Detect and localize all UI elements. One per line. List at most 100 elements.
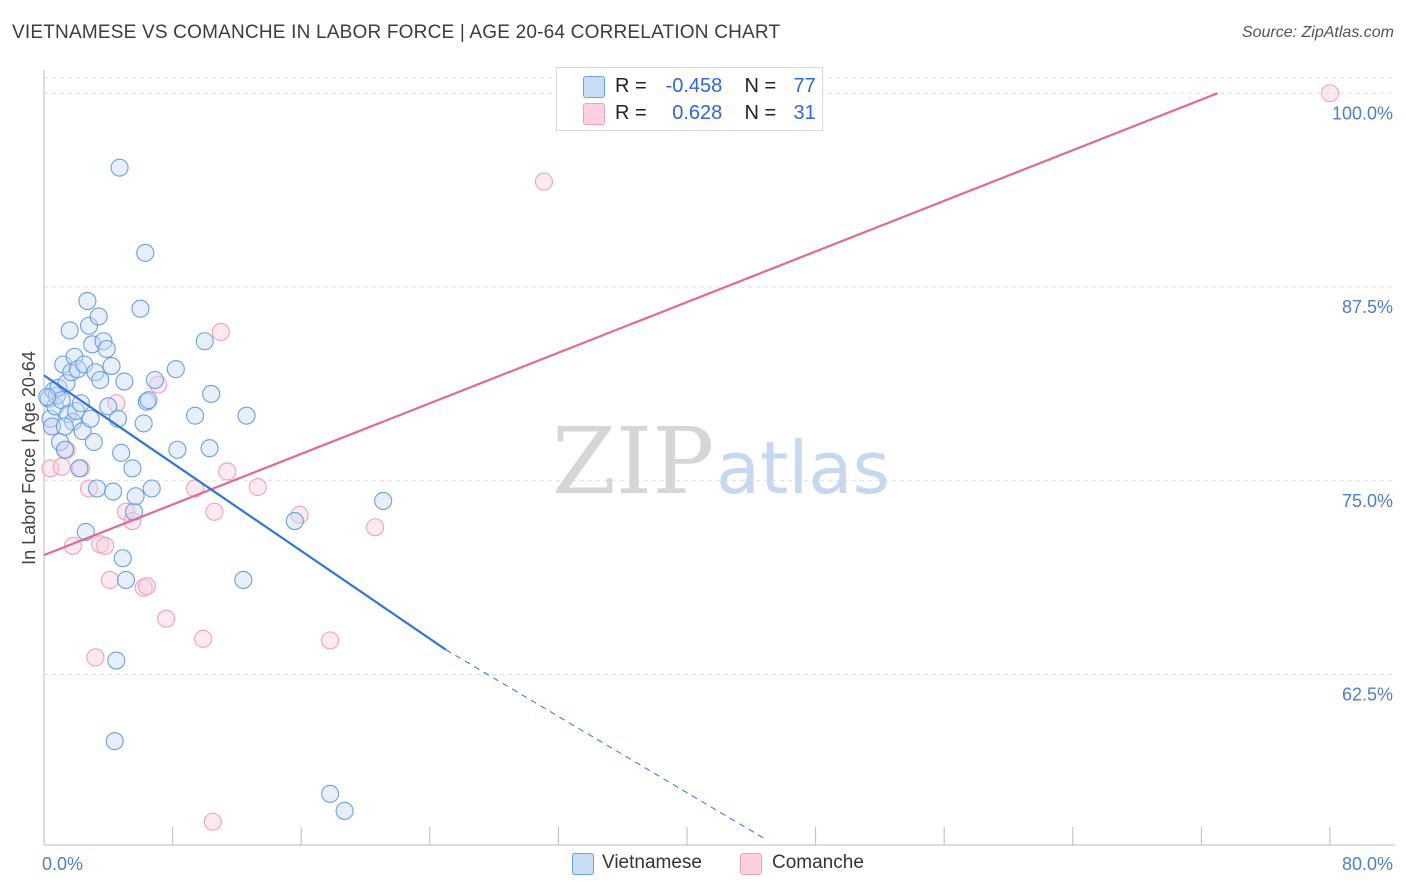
y-tick-label: 100.0% (1332, 103, 1393, 123)
vietnamese-point (142, 479, 161, 498)
vietnamese-point (55, 440, 74, 459)
vietnamese-point (112, 443, 131, 462)
axes (43, 70, 1395, 846)
vietnamese-point (83, 335, 102, 354)
legend-swatch-comanche (583, 103, 605, 125)
vietnamese-point (84, 432, 103, 452)
chart-title: VIETNAMESE VS COMANCHE IN LABOR FORCE | … (12, 22, 781, 43)
vietnamese-point (113, 549, 132, 568)
vietnamese-point (89, 307, 108, 326)
vietnamese-trend-extension (445, 649, 768, 841)
legend-row-vietnamese: R = -0.458 N = 77 (557, 73, 822, 99)
vietnamese-point (374, 491, 393, 510)
comanche-point (1320, 84, 1340, 103)
vietnamese-trend-line (43, 374, 447, 651)
comanche-point (290, 505, 309, 524)
comanche-point (218, 462, 237, 481)
bottom-legend-swatch-vietnamese (572, 853, 594, 875)
x-tick-labels: 0.0% 80.0% (42, 854, 1393, 874)
vietnamese-point (97, 339, 116, 359)
comanche-point (211, 322, 230, 342)
correlation-legend: R = -0.458 N = 77 R = 0.628 N = 31 (556, 67, 823, 131)
vietnamese-point (115, 372, 134, 391)
vietnamese-point (166, 360, 185, 379)
legend-r-label: R = (615, 74, 647, 97)
watermark: ZIP atlas (552, 408, 890, 515)
comanche-point (186, 479, 205, 498)
comanche-point (100, 570, 119, 590)
watermark-zip: ZIP (552, 408, 714, 515)
vietnamese-point (55, 417, 74, 436)
vietnamese-point (91, 370, 110, 390)
comanche-point (137, 577, 156, 596)
legend-n-vietnamese: 77 (793, 74, 816, 97)
vietnamese-point (102, 356, 121, 376)
vietnamese-point (104, 482, 123, 501)
comanche-point (52, 457, 71, 476)
vietnamese-point (116, 570, 136, 590)
comanche-point (96, 536, 115, 555)
bottom-legend-vietnamese: Vietnamese (602, 852, 702, 873)
vietnamese-point (123, 459, 142, 478)
legend-swatch-vietnamese (583, 76, 605, 98)
comanche-point (205, 502, 224, 521)
legend-row-comanche: R = 0.628 N = 31 (557, 100, 822, 126)
y-axis-label: In Labor Force | Age 20-64 (19, 351, 39, 565)
y-tick-label: 62.5% (1342, 685, 1393, 705)
vietnamese-point (237, 406, 256, 425)
legend-n-comanche: 31 (793, 101, 816, 124)
vietnamese-point (42, 417, 62, 436)
comanche-trend-line (43, 92, 1218, 557)
comanche-point (41, 459, 60, 478)
vietnamese-point (126, 487, 145, 506)
comanche-point (194, 629, 213, 648)
vietnamese-point (200, 439, 219, 458)
comanche-point (366, 518, 385, 537)
vietnamese-point (134, 414, 153, 433)
comanche-point (157, 609, 176, 628)
vietnamese-point (285, 511, 304, 531)
comanche-point (203, 812, 222, 831)
comanche-point (321, 631, 340, 650)
vietnamese-points (38, 158, 393, 820)
comanche-point (248, 477, 267, 497)
watermark-atlas: atlas (716, 426, 890, 510)
vietnamese-point (186, 406, 205, 425)
source-credit: Source: ZipAtlas.com (1241, 24, 1394, 41)
vietnamese-point (81, 409, 100, 428)
vietnamese-point (335, 801, 354, 820)
vietnamese-point (105, 732, 124, 751)
vietnamese-point (70, 459, 89, 478)
vietnamese-point (234, 570, 253, 590)
legend-n-label: N = (744, 101, 777, 124)
y-tick-labels: 62.5% 75.0% 87.5% 100.0% (1332, 103, 1393, 704)
vietnamese-point (107, 651, 126, 670)
vietnamese-point (321, 784, 340, 803)
vietnamese-point (131, 299, 150, 318)
vietnamese-point (87, 479, 107, 498)
vietnamese-point (110, 158, 129, 177)
legend-r-vietnamese: -0.458 (665, 74, 723, 97)
comanche-point (534, 172, 553, 191)
vietnamese-point (195, 332, 214, 351)
legend-r-label: R = (615, 101, 647, 124)
vietnamese-point (79, 316, 99, 335)
vietnamese-point (136, 243, 155, 262)
y-tick-label: 75.0% (1342, 491, 1393, 511)
vietnamese-point (78, 291, 97, 311)
legend-n-label: N = (744, 74, 777, 97)
trend-lines (43, 92, 1218, 841)
legend-r-comanche: 0.628 (672, 101, 723, 124)
vietnamese-point (202, 384, 221, 404)
vietnamese-point (168, 440, 187, 459)
bottom-legend-swatch-comanche (740, 853, 762, 875)
comanche-point (86, 648, 105, 667)
vietnamese-point (68, 360, 87, 379)
x-tick-label: 0.0% (42, 854, 83, 874)
vietnamese-point (38, 387, 57, 407)
x-tick-label: 80.0% (1342, 854, 1393, 874)
vietnamese-point (139, 391, 158, 410)
vietnamese-point (145, 370, 164, 390)
bottom-legend-comanche: Comanche (772, 852, 864, 873)
